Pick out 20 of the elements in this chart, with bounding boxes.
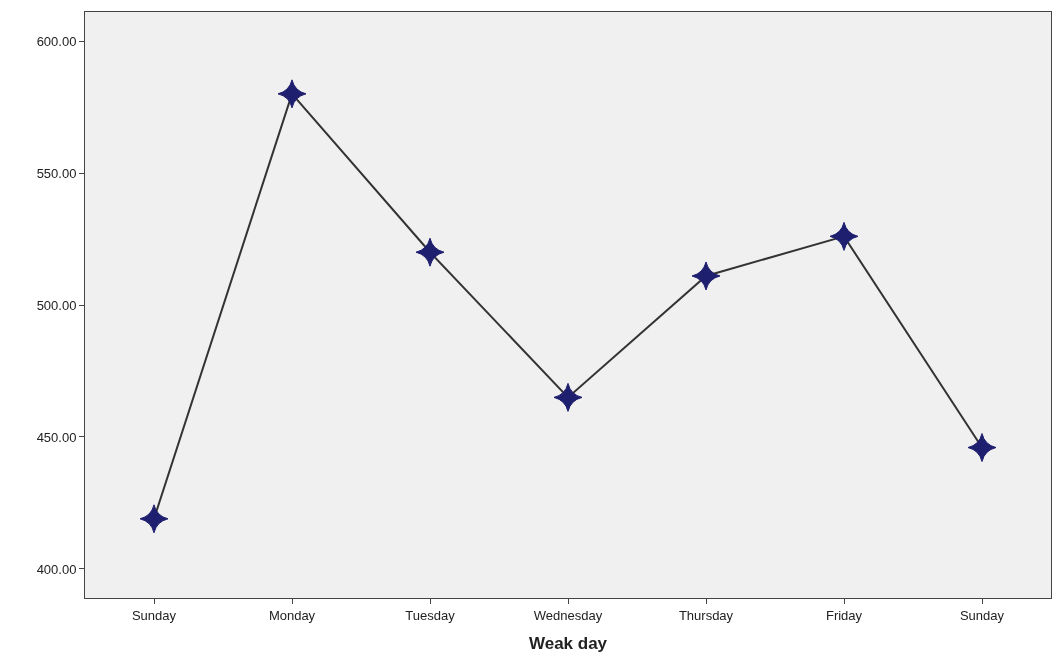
point bbox=[553, 382, 583, 412]
y-tick-label: 500.00 bbox=[36, 297, 77, 313]
x-tick-label: Wednesday bbox=[533, 607, 603, 623]
y-tick-label: 600.00 bbox=[36, 33, 77, 49]
point bbox=[691, 261, 721, 291]
y-tick-label: 450.00 bbox=[36, 429, 77, 445]
x-tick-label: Monday bbox=[268, 607, 316, 623]
point bbox=[277, 79, 307, 109]
x-tick-label: Thursday bbox=[678, 607, 734, 623]
x-tick-label: Sunday bbox=[959, 607, 1005, 623]
x-axis-title: Weak day bbox=[528, 634, 608, 653]
point bbox=[415, 237, 445, 267]
point bbox=[967, 433, 997, 463]
y-tick-label: 400.00 bbox=[36, 561, 77, 577]
x-tick-label: Sunday bbox=[131, 607, 177, 623]
x-tick-label: Tuesday bbox=[405, 607, 456, 623]
point bbox=[829, 221, 859, 251]
y-tick-label: 550.00 bbox=[36, 165, 77, 181]
x-tick-label: Friday bbox=[825, 607, 863, 623]
point bbox=[139, 504, 169, 534]
